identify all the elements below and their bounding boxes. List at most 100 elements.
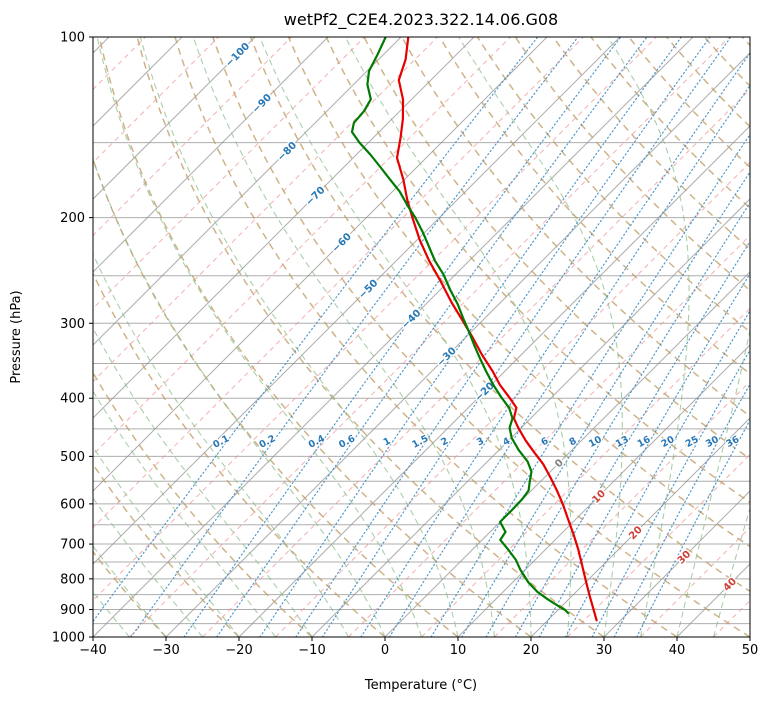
mixing-ratio-label: 1	[382, 436, 393, 449]
dry-adiabat-line	[136, 37, 605, 637]
temperature-line	[395, 37, 598, 622]
mixing-ratio-line	[130, 37, 579, 637]
mixing-ratio-line	[216, 37, 648, 637]
mixing-ratio-label: 3	[475, 436, 486, 449]
isotherm-minor-line	[275, 161, 750, 637]
moist-adiabat-line	[607, 37, 690, 637]
isotherm-minor-line	[93, 37, 219, 164]
x-tick-label: 20	[523, 643, 540, 658]
x-tick-label: 50	[742, 643, 759, 658]
moist-adiabat-line	[93, 497, 203, 637]
mixing-ratio-line	[93, 37, 539, 623]
isotherm-minor-line	[494, 380, 750, 637]
y-tick-label: 600	[60, 497, 85, 512]
isotherm-line	[603, 490, 750, 637]
mixing-ratio-line	[430, 133, 750, 637]
isotherm-line	[93, 37, 548, 492]
dry-adiabat-line	[741, 37, 750, 47]
mixing-ratio-line	[360, 52, 750, 637]
y-tick-label: 800	[60, 572, 85, 587]
moist-adiabat-line	[712, 506, 750, 637]
mixing-ratio-label: 16	[636, 434, 653, 450]
moist-adiabat-line	[344, 37, 572, 637]
moist-adiabat-line	[93, 252, 349, 637]
axes-ticks: −40 −30 −20 −10 0 10 20 30 40 5010020030040050060…	[52, 31, 758, 659]
isotherm-label: 10	[590, 488, 608, 506]
isotherm-line	[457, 344, 750, 637]
x-tick-label: −20	[225, 643, 252, 658]
dry-adiabat-line	[212, 37, 750, 637]
isotherm-label: 20	[627, 524, 645, 542]
isotherm-label: −60	[330, 231, 354, 255]
isotherm-minor-line	[93, 37, 657, 602]
isotherm-line	[530, 417, 750, 637]
moist-adiabat-line	[93, 445, 240, 637]
isotherm-line	[384, 271, 750, 637]
mixing-ratio-line	[259, 37, 683, 637]
isotherm-minor-line	[93, 37, 365, 310]
isotherm-line	[93, 37, 475, 419]
x-tick-label: −40	[79, 643, 106, 658]
mixing-ratio-label: 36	[724, 434, 741, 450]
isotherm-line	[676, 563, 750, 637]
dry-adiabat-line	[552, 37, 750, 251]
y-tick-label: 1000	[52, 631, 85, 646]
isotherm-label: −80	[276, 140, 300, 164]
plot-border	[92, 36, 751, 638]
sounding-profiles	[350, 37, 598, 622]
moist-adiabat-line	[676, 327, 750, 637]
mixing-ratio-label: 30	[704, 434, 721, 450]
moist-adiabat-line	[259, 37, 532, 637]
moist-adiabat-line	[93, 327, 313, 637]
isotherm-line	[93, 37, 402, 346]
isotherm-minor-line	[202, 88, 750, 637]
y-tick-label: 700	[60, 538, 85, 553]
mixing-ratio-label: 25	[684, 434, 701, 450]
isotherm-label: −70	[304, 185, 328, 209]
isotherm-line	[238, 125, 750, 637]
isotherm-line	[93, 37, 621, 565]
dry-adiabat-line	[287, 37, 750, 548]
isotherm-minor-line	[567, 453, 750, 637]
isotherm-label: 0	[553, 457, 566, 470]
isotherm-minor-line	[93, 37, 438, 383]
dry-adiabat-line	[93, 156, 459, 637]
x-tick-label: −30	[152, 643, 179, 658]
dry-adiabat-line	[514, 37, 750, 292]
moist-adiabat-line	[93, 390, 276, 637]
dry-adiabat-line	[703, 37, 750, 88]
y-tick-label: 200	[60, 211, 85, 226]
x-tick-label: 0	[381, 643, 389, 658]
y-tick-label: 500	[60, 450, 85, 465]
isotherm-line	[93, 37, 694, 637]
isotherm-label: −100	[224, 41, 252, 69]
dry-adiabat-line	[93, 463, 240, 637]
mixing-ratio-label: 8	[568, 435, 579, 448]
y-tick-label: 300	[60, 317, 85, 332]
moist-adiabat-line	[93, 157, 386, 637]
isotherm-line	[749, 636, 750, 637]
y-tick-label: 900	[60, 603, 85, 618]
mixing-ratio-line	[485, 201, 750, 637]
mixing-ratio-line	[591, 348, 750, 637]
isotherm-minor-line	[93, 37, 292, 237]
moist-adiabat-line	[458, 37, 623, 637]
moist-adiabat-line	[93, 591, 130, 637]
isotherm-minor-line	[421, 307, 750, 637]
x-tick-label: 10	[450, 643, 467, 658]
mixing-ratio-line	[461, 170, 750, 637]
mixing-ratio-line	[564, 309, 750, 637]
moist-adiabat-line	[139, 37, 459, 637]
isotherm-minor-line	[93, 37, 511, 456]
dry-adiabat-line	[174, 37, 678, 637]
isotherm-minor-line	[348, 234, 750, 637]
mixing-ratio-label: 2	[439, 436, 450, 449]
x-tick-label: 40	[669, 643, 686, 658]
isotherm-minor-line	[129, 37, 730, 637]
isotherm-line	[93, 37, 329, 273]
x-tick-label: 30	[596, 643, 613, 658]
mixing-ratio-line	[514, 240, 750, 637]
chart-title: wetPf2_C2E4.2023.322.14.06.G08	[284, 10, 558, 30]
mixing-ratio-label: 0.1	[211, 433, 231, 451]
isotherm-label: −40	[400, 308, 424, 332]
